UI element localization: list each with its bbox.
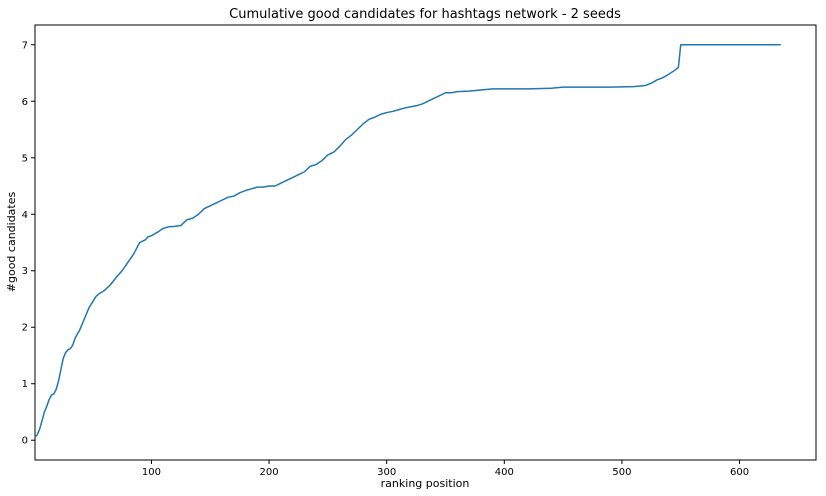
y-axis-ticks: 0 1 2 3 4 5 6 7 xyxy=(22,40,35,447)
x-tick-label: 500 xyxy=(612,467,631,478)
x-axis-label: ranking position xyxy=(381,477,470,490)
y-tick-label: 7 xyxy=(22,40,28,51)
y-tick-label: 5 xyxy=(22,153,28,164)
chart-title: Cumulative good candidates for hashtags … xyxy=(229,7,621,22)
series-line xyxy=(34,44,781,438)
x-tick-label: 100 xyxy=(142,467,161,478)
y-tick-label: 2 xyxy=(22,323,28,334)
y-tick-label: 6 xyxy=(22,97,28,108)
plot-frame xyxy=(34,24,817,461)
x-tick-label: 200 xyxy=(260,467,279,478)
y-tick-label: 0 xyxy=(22,436,28,447)
x-tick-label: 400 xyxy=(495,467,514,478)
y-tick-label: 3 xyxy=(22,266,28,277)
y-axis-label: #good candidates xyxy=(5,192,18,293)
y-tick-label: 4 xyxy=(22,210,28,221)
y-tick-label: 1 xyxy=(22,379,28,390)
x-tick-label: 600 xyxy=(730,467,749,478)
x-tick-label: 300 xyxy=(377,467,396,478)
x-axis-ticks: 100 200 300 400 500 600 xyxy=(142,460,749,478)
